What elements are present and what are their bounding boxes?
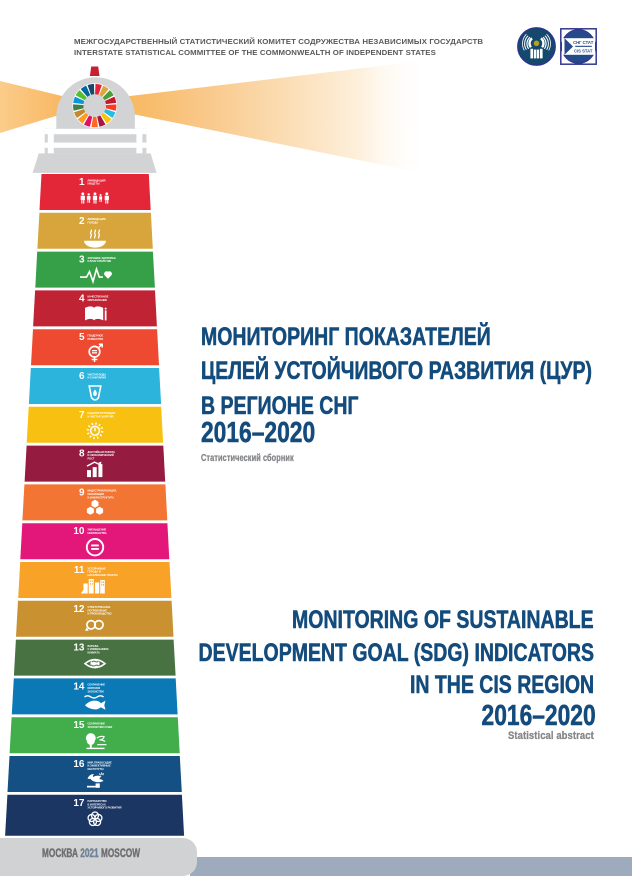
svg-text:НЕРАВЕНСТВА: НЕРАВЕНСТВА <box>88 531 107 535</box>
svg-text:ЧИСТАЯ ВОДА: ЧИСТАЯ ВОДА <box>88 372 107 376</box>
svg-text:УСТОЙЧИВЫЕ: УСТОЙЧИВЫЕ <box>88 566 107 570</box>
svg-text:И БЛАГОПОЛУЧИЕ: И БЛАГОПОЛУЧИЕ <box>88 259 112 263</box>
svg-text:ЛИКВИДАЦИЯ: ЛИКВИДАЦИЯ <box>88 217 106 221</box>
svg-text:НИЩЕТЫ: НИЩЕТЫ <box>88 182 101 186</box>
svg-text:3: 3 <box>79 255 85 266</box>
svg-text:ИНСТИТУТЫ: ИНСТИТУТЫ <box>88 767 105 771</box>
svg-text:ХОРОШЕЕ ЗДОРОВЬЕ: ХОРОШЕЕ ЗДОРОВЬЕ <box>88 256 117 260</box>
svg-text:С ИЗМЕНЕНИЕМ: С ИЗМЕНЕНИЕМ <box>88 647 109 651</box>
svg-text:ОБРАЗОВАНИЕ: ОБРАЗОВАНИЕ <box>88 298 108 302</box>
svg-text:В ИНТЕРЕСАХ: В ИНТЕРЕСАХ <box>88 802 106 806</box>
svg-text:1: 1 <box>79 177 85 188</box>
svg-text:ПАРТНЕРСТВО: ПАРТНЕРСТВО <box>88 799 107 803</box>
svg-text:13: 13 <box>73 643 85 654</box>
svg-text:ЛИКВИДАЦИЯ: ЛИКВИДАЦИЯ <box>88 178 106 182</box>
svg-text:ЭКОСИСТЕМ: ЭКОСИСТЕМ <box>88 689 104 693</box>
svg-text:16: 16 <box>73 759 85 770</box>
svg-text:ОТВЕТСТВЕННОЕ: ОТВЕТСТВЕННОЕ <box>88 605 111 609</box>
svg-text:6: 6 <box>79 371 85 382</box>
svg-text:РАВЕНСТВО: РАВЕНСТВО <box>88 337 104 341</box>
svg-text:НАСЕЛЕННЫЕ ПУНКТЫ: НАСЕЛЕННЫЕ ПУНКТЫ <box>88 573 119 577</box>
svg-text:2: 2 <box>79 216 85 227</box>
svg-text:СОХРАНЕНИЕ: СОХРАНЕНИЕ <box>88 722 106 726</box>
svg-text:9: 9 <box>79 487 85 498</box>
svg-text:И ЧИСТАЯ ЭНЕРГИЯ: И ЧИСТАЯ ЭНЕРГИЯ <box>88 414 114 418</box>
svg-text:ПОТРЕБЛЕНИЕ: ПОТРЕБЛЕНИЕ <box>88 608 108 612</box>
svg-text:7: 7 <box>79 410 85 421</box>
svg-text:И ЭФФЕКТИВНЫЕ: И ЭФФЕКТИВНЫЕ <box>88 764 112 768</box>
svg-text:БОРЬБА: БОРЬБА <box>88 644 99 648</box>
svg-text:ИННОВАЦИИ: ИННОВАЦИИ <box>88 492 105 496</box>
svg-text:И САНИТАРИЯ: И САНИТАРИЯ <box>88 376 107 380</box>
svg-text:8: 8 <box>79 449 85 460</box>
svg-text:УСТОЙЧИВОГО РАЗВИТИЯ: УСТОЙЧИВОГО РАЗВИТИЯ <box>88 806 122 810</box>
svg-text:И ПРОИЗВОДСТВО: И ПРОИЗВОДСТВО <box>88 612 112 616</box>
svg-text:УМЕНЬШЕНИЕ: УМЕНЬШЕНИЕ <box>88 528 107 532</box>
svg-text:4: 4 <box>79 293 85 304</box>
svg-text:ДОСТОЙНАЯ РАБОТА: ДОСТОЙНАЯ РАБОТА <box>88 450 116 454</box>
svg-text:ЭКОСИСТЕМ СУШИ: ЭКОСИСТЕМ СУШИ <box>88 725 113 729</box>
svg-text:СНГ СТАТ: СНГ СТАТ <box>573 40 594 45</box>
svg-text:КЛИМАТА: КЛИМАТА <box>88 651 100 655</box>
svg-text:РОСТ: РОСТ <box>88 457 95 461</box>
svg-text:CIS STAT: CIS STAT <box>574 48 593 53</box>
svg-text:ИНДУСТРИАЛИЗАЦИЯ,: ИНДУСТРИАЛИЗАЦИЯ, <box>88 489 117 493</box>
svg-text:И ЭКОНОМИЧЕСКИЙ: И ЭКОНОМИЧЕСКИЙ <box>88 453 114 457</box>
svg-text:10: 10 <box>73 526 85 537</box>
svg-text:15: 15 <box>73 720 85 731</box>
svg-text:5: 5 <box>79 332 85 343</box>
svg-text:17: 17 <box>73 798 85 809</box>
svg-text:14: 14 <box>73 681 85 692</box>
svg-text:ГЕНДЕРНОЕ: ГЕНДЕРНОЕ <box>88 334 104 338</box>
svg-text:НЕДОРОГОСТОЯЩАЯ: НЕДОРОГОСТОЯЩАЯ <box>88 411 116 415</box>
svg-text:МИР, ПРАВОСУДИЕ: МИР, ПРАВОСУДИЕ <box>88 760 113 764</box>
svg-text:СОХРАНЕНИЕ: СОХРАНЕНИЕ <box>88 683 106 687</box>
svg-text:И ИНФРАСТРУКТУРА: И ИНФРАСТРУКТУРА <box>88 495 114 499</box>
svg-text:ГОЛОДА: ГОЛОДА <box>88 220 99 224</box>
svg-text:ГОРОДА И: ГОРОДА И <box>88 570 101 574</box>
svg-text:МОРСКИХ: МОРСКИХ <box>88 686 101 690</box>
svg-text:11: 11 <box>74 565 85 576</box>
svg-text:12: 12 <box>73 604 85 615</box>
svg-text:КАЧЕСТВЕННОЕ: КАЧЕСТВЕННОЕ <box>88 295 109 299</box>
